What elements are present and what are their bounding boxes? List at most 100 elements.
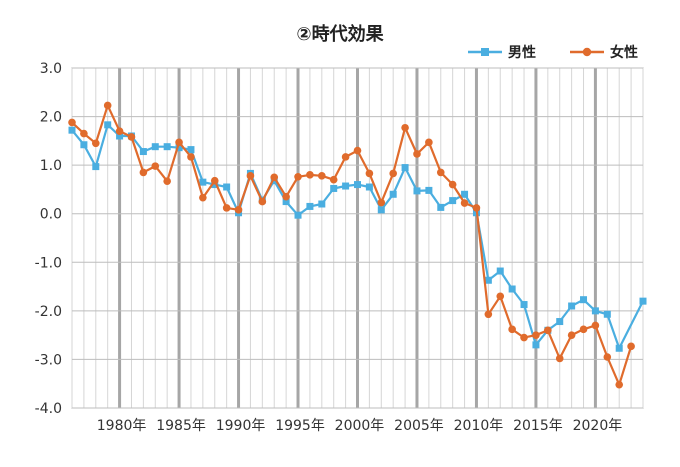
data-point — [555, 354, 564, 363]
data-point — [365, 169, 374, 178]
y-tick-label: -1.0 — [35, 255, 62, 271]
data-point — [425, 138, 433, 147]
data-point — [294, 211, 302, 219]
data-point — [163, 143, 171, 151]
data-point — [80, 141, 88, 149]
legend-item-2: 女性 — [570, 44, 638, 61]
data-point — [603, 310, 611, 318]
data-point — [234, 206, 243, 214]
data-point — [508, 285, 516, 293]
series-2 — [68, 101, 635, 389]
x-tick-label: 1995年 — [275, 418, 325, 434]
data-point — [591, 307, 599, 315]
data-point — [413, 150, 421, 158]
data-point — [306, 202, 314, 210]
data-point — [377, 206, 385, 214]
grid-layer — [71, 67, 644, 409]
data-point — [508, 325, 516, 334]
y-tick-label: 2.0 — [40, 110, 62, 126]
data-point — [484, 310, 493, 319]
data-point — [116, 132, 124, 140]
x-tick-label: 2015年 — [513, 418, 563, 434]
data-point — [401, 123, 409, 132]
data-point — [389, 169, 397, 178]
data-point — [68, 118, 76, 127]
data-point — [199, 193, 207, 202]
data-point — [460, 199, 469, 207]
data-point — [68, 126, 76, 134]
data-point — [151, 143, 159, 151]
data-point — [139, 148, 147, 156]
data-point — [401, 164, 409, 172]
legend-marker — [481, 48, 489, 56]
data-point — [175, 144, 183, 152]
data-point — [496, 267, 504, 275]
data-point — [425, 186, 433, 194]
legend-item-1: 男性 — [468, 44, 536, 61]
data-point — [413, 187, 421, 195]
data-point — [92, 163, 100, 171]
data-point — [556, 318, 564, 326]
data-point — [472, 204, 481, 212]
data-point — [341, 153, 350, 161]
legend-label: 男性 — [508, 44, 536, 61]
x-tick-label: 2005年 — [394, 418, 444, 434]
data-point — [115, 127, 124, 135]
data-point — [484, 276, 492, 284]
data-point — [306, 171, 314, 179]
data-point — [461, 190, 469, 198]
chart-title: ②時代効果 — [296, 24, 384, 45]
series-layer — [68, 101, 647, 389]
data-point — [579, 325, 588, 334]
data-point — [496, 292, 505, 301]
data-point — [127, 133, 136, 141]
data-point — [354, 181, 361, 189]
data-point — [389, 190, 397, 198]
x-tick-label: 2010年 — [454, 418, 504, 434]
data-point — [448, 180, 457, 189]
data-point — [544, 326, 552, 335]
data-point — [210, 176, 219, 185]
data-point — [627, 342, 635, 351]
data-point — [211, 181, 219, 189]
data-point — [187, 146, 195, 154]
data-point — [329, 175, 338, 184]
data-point — [187, 153, 195, 161]
data-point — [568, 302, 576, 310]
data-point — [449, 197, 457, 205]
y-tick-label: -2.0 — [35, 304, 62, 320]
data-point — [330, 184, 338, 192]
y-tick-label: 1.0 — [40, 158, 62, 174]
data-point — [91, 139, 100, 148]
data-point — [436, 168, 445, 177]
y-tick-label: -4.0 — [35, 401, 62, 417]
x-tick-label: 1985年 — [156, 418, 206, 434]
data-point — [615, 380, 624, 389]
data-point — [318, 172, 326, 180]
data-point — [163, 177, 171, 185]
y-tick-label: 3.0 — [40, 61, 62, 77]
data-point — [104, 121, 112, 129]
x-tick-label: 1980年 — [97, 418, 147, 434]
data-point — [532, 341, 540, 349]
data-point — [139, 168, 148, 177]
data-point — [175, 138, 183, 147]
legend-marker — [582, 47, 592, 57]
data-point — [520, 333, 528, 342]
y-tick-label: -3.0 — [35, 352, 62, 368]
data-point — [199, 178, 207, 186]
data-point — [318, 200, 326, 208]
data-point — [282, 198, 290, 206]
data-point — [294, 173, 302, 181]
data-point — [80, 129, 88, 138]
x-tick-label: 1990年 — [216, 418, 266, 434]
axis-layer: 3.0 2.0 1.0 0.0 -1.0 -2.0 -3.0 -4.0 1980年 1985年 19… — [35, 61, 623, 434]
data-point — [353, 146, 362, 155]
data-point — [222, 204, 231, 212]
data-point — [437, 203, 445, 211]
data-point — [639, 297, 647, 305]
data-point — [282, 192, 290, 201]
data-point — [223, 183, 231, 191]
